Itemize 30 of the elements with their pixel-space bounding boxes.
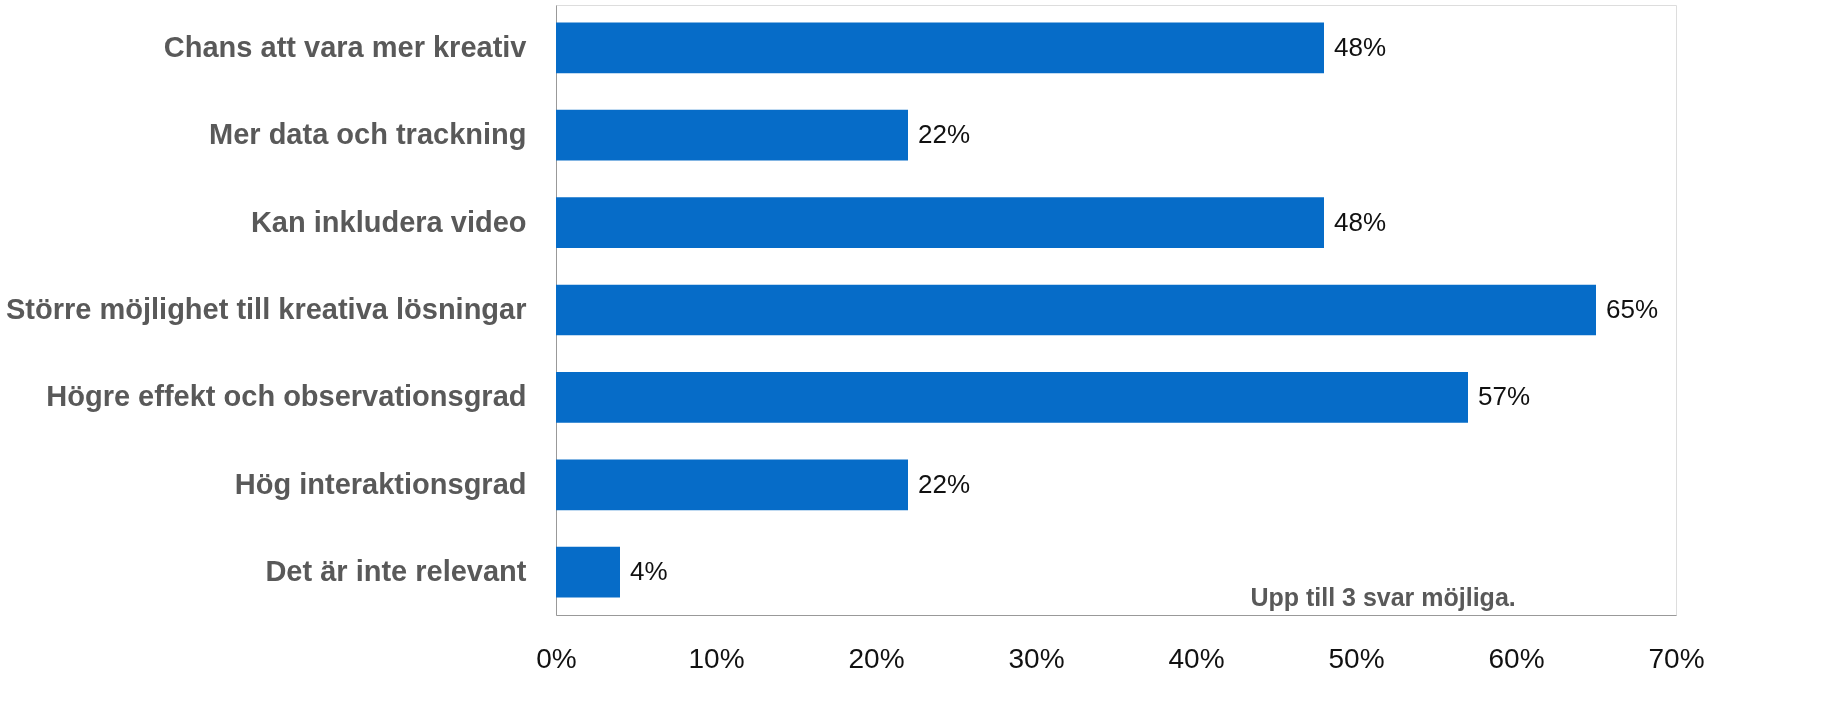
data-label: 48% <box>1334 206 1387 237</box>
bar <box>556 109 908 161</box>
data-label: 22% <box>918 119 971 150</box>
data-label: 22% <box>918 468 971 499</box>
x-tick-label: 30% <box>1008 642 1065 674</box>
data-label: 57% <box>1478 381 1531 412</box>
y-tick-label: Högre effekt och observationsgrad <box>46 380 527 413</box>
bar <box>556 284 1596 336</box>
bar <box>556 22 1324 74</box>
data-label: 48% <box>1334 31 1387 62</box>
data-label: 65% <box>1606 294 1659 324</box>
x-tick-label: 10% <box>688 642 745 674</box>
x-tick-label: 70% <box>1648 642 1705 674</box>
x-tick-label: 60% <box>1488 642 1545 674</box>
y-tick-label: Chans att vara mer kreativ <box>163 30 527 63</box>
x-tick-label: 20% <box>848 642 905 674</box>
x-tick-label: 50% <box>1328 642 1385 674</box>
x-tick-label: 0% <box>536 642 577 674</box>
y-tick-label: Kan inkludera video <box>250 205 527 238</box>
data-label: 4% <box>630 556 668 587</box>
y-tick-label: Hög interaktionsgrad <box>234 467 527 500</box>
bar <box>556 372 1468 423</box>
annotation: Upp till 3 svar möjliga. <box>1250 583 1516 611</box>
y-tick-label: Mer data och trackning <box>209 118 527 151</box>
bar <box>556 197 1324 248</box>
y-tick-label: Det är inte relevant <box>265 555 527 588</box>
y-tick-label: Större möjlighet till kreativa lösningar <box>5 293 527 325</box>
bar <box>556 546 620 598</box>
x-tick-label: 40% <box>1168 642 1225 674</box>
bar <box>556 459 908 511</box>
